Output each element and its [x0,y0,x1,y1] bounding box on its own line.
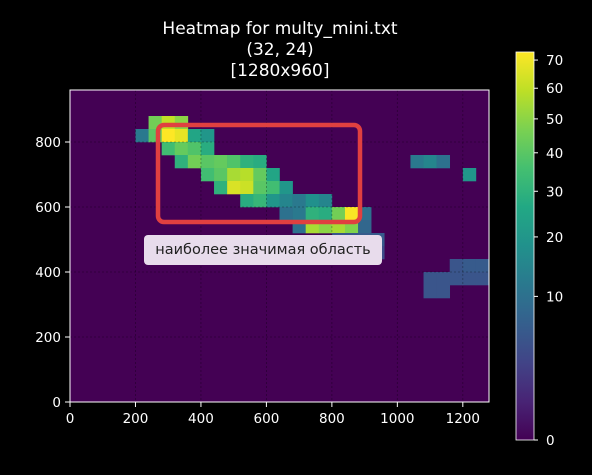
heatmap-cell [187,155,202,169]
heatmap-cell [161,142,176,156]
colorbar-tick-label: 40 [546,146,563,162]
heatmap-cell [200,155,215,169]
plot-frame [69,89,490,403]
chart-title-line-2: (32, 24) [246,40,314,60]
heatmap-cell [279,207,293,221]
heatmap-cell [161,116,176,130]
x-tick-label: 1200 [446,411,480,427]
heatmap-cell [253,168,267,182]
heatmap-cell [187,129,202,143]
y-axis: 0 200 400 600 800 [35,135,70,411]
heatmap-cell [253,194,267,208]
y-tick-label: 600 [35,200,61,216]
heatmap-cell [436,272,451,286]
x-tick-label: 1000 [380,411,414,427]
heatmap-cell [423,272,437,286]
heatmap-cell [318,194,333,208]
heatmap-cell [227,168,241,182]
x-tick-label: 0 [66,411,75,427]
heatmap-cell [253,155,267,169]
heatmap-cell [174,116,189,130]
heatmap-cell [135,129,149,143]
chart-title-line-1: Heatmap for multy_mini.txt [162,19,398,39]
y-tick-label: 200 [35,330,61,346]
heatmap-cell [318,207,333,221]
colorbar-tick-label: 10 [546,289,563,305]
heatmap-cell [279,194,293,208]
y-tick-label: 400 [35,265,61,281]
heatmap-cell [240,194,254,208]
heatmap-cell [292,207,306,221]
heatmap-cell [475,272,490,286]
heatmap-cell [423,155,437,169]
heatmap-cell [240,155,254,169]
colorbar-tick-label: 20 [546,230,563,246]
heatmap-cell [358,220,372,234]
heatmap-cell [200,129,215,143]
heatmap-cell [187,142,202,156]
heatmap-cell [266,194,280,208]
chart-title-line-3: [1280x960] [230,61,330,81]
heatmap-cell [449,259,464,273]
heatmap-cell [240,168,254,182]
x-tick-label: 400 [188,411,214,427]
heatmap-cell [462,259,477,273]
gridlines [70,90,489,402]
heatmap-cell [266,181,280,195]
heatmap-cell [214,168,228,182]
heatmap-cell [200,168,215,182]
x-tick-label: 600 [254,411,280,427]
heatmap-cell [253,181,267,195]
colorbar-tick-label: 50 [546,112,563,128]
heatmap-cell [174,129,189,143]
colorbar-tick-label: 30 [546,184,563,200]
colorbar-tick-label: 70 [546,53,563,69]
x-tick-label: 800 [319,411,345,427]
heatmap-cell [227,155,241,169]
y-tick-label: 800 [35,135,61,151]
heatmap-cell [436,155,451,169]
heatmap-cell [214,155,228,169]
heatmap-cell [436,285,451,299]
x-axis: 0 200 400 600 800 1000 1200 [66,402,480,427]
heatmap-cell [462,168,477,182]
heatmap-cell [423,285,437,299]
heatmap-cell [462,272,477,286]
heatmap-cell [344,207,359,221]
heatmap-cell [292,194,306,208]
heatmap-cell [475,259,490,273]
heatmap-cell [200,142,215,156]
y-tick-label: 0 [52,395,61,411]
heatmap-cell [174,142,189,156]
colorbar [515,51,535,441]
heatmap-cell [449,272,464,286]
heatmap-cell [410,155,424,169]
heatmap-cell [240,181,254,195]
heatmap-cell [161,129,176,143]
x-tick-label: 200 [123,411,149,427]
heatmap-cell [305,194,320,208]
heatmap-cell [227,181,241,195]
colorbar-tick-label: 0 [546,433,555,449]
heatmap-cell [266,168,280,182]
heatmap-cell [214,181,228,195]
heatmap-cell [331,207,346,221]
heatmap-cell [279,181,293,195]
colorbar-ticks: 0 10 20 30 40 50 60 70 [534,53,563,449]
heatmap-cell [174,155,189,169]
annotation-label: наиболее значимая область [144,235,382,265]
heatmap-cell [305,207,320,221]
highlight-box [155,122,363,225]
colorbar-tick-label: 60 [546,81,563,97]
